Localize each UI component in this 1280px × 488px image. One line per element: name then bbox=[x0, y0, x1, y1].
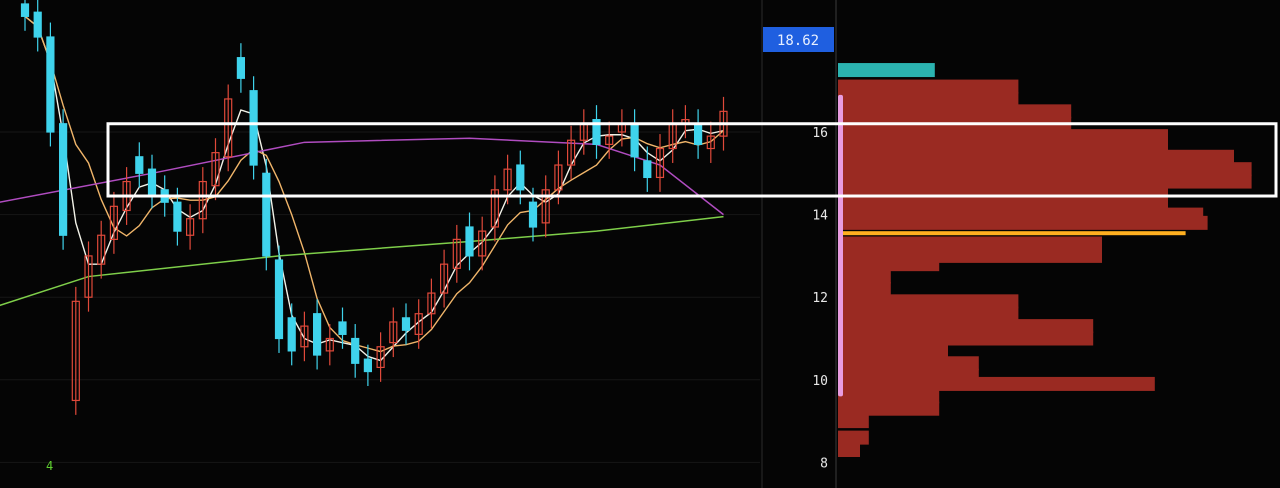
profile-bar bbox=[838, 306, 1019, 321]
profile-bar bbox=[838, 331, 1094, 346]
profile-bar bbox=[838, 63, 935, 78]
candle-up bbox=[503, 168, 512, 191]
candle-up bbox=[706, 135, 715, 150]
candle-down bbox=[249, 90, 258, 166]
profile-bar bbox=[838, 281, 891, 296]
candle-up bbox=[97, 234, 106, 265]
candle-up bbox=[566, 139, 576, 166]
candle-down bbox=[58, 123, 68, 236]
candle-up bbox=[490, 189, 499, 228]
profile-bar bbox=[838, 129, 1168, 144]
current-price-label: 18.62 bbox=[777, 33, 819, 49]
candle-down bbox=[274, 259, 284, 340]
profile-bar bbox=[838, 376, 1155, 391]
candle-down bbox=[630, 123, 639, 158]
candle-down bbox=[363, 358, 372, 373]
ma-mid-line bbox=[24, 15, 724, 353]
candle-up bbox=[211, 152, 220, 187]
candle-up bbox=[655, 147, 665, 179]
volume-profile bbox=[838, 63, 1252, 458]
highlight-zone-box bbox=[106, 122, 1278, 198]
profile-bar bbox=[838, 79, 1019, 94]
candle-down bbox=[338, 321, 347, 335]
candle-down bbox=[46, 36, 55, 133]
profile-bar bbox=[838, 257, 940, 272]
profile-bar bbox=[838, 215, 1208, 230]
candle-up bbox=[414, 313, 423, 335]
y-tick-label: 16 bbox=[812, 126, 828, 141]
profile-bar bbox=[838, 319, 1094, 334]
value-area-bar bbox=[838, 94, 843, 397]
candle-down bbox=[33, 11, 42, 38]
y-tick-label: 8 bbox=[820, 456, 828, 471]
poc-line bbox=[838, 231, 1186, 236]
profile-bar bbox=[838, 414, 869, 429]
candle-down bbox=[351, 337, 360, 364]
candle-up bbox=[186, 218, 195, 236]
candle-down bbox=[135, 156, 144, 174]
grid-lines bbox=[0, 131, 760, 463]
profile-bar bbox=[838, 162, 1252, 177]
ma-short-line bbox=[24, 15, 724, 362]
candle-down bbox=[20, 3, 30, 17]
y-tick-label: 12 bbox=[812, 291, 828, 306]
candle-down bbox=[516, 164, 525, 191]
profile-bar bbox=[838, 236, 1102, 251]
candle-up bbox=[84, 255, 93, 298]
profile-bar bbox=[838, 401, 940, 416]
profile-bar bbox=[838, 389, 940, 404]
profile-bar bbox=[838, 343, 948, 358]
candle-up bbox=[224, 98, 233, 158]
y-axis: 16 14 12 10 8 bbox=[812, 126, 828, 471]
profile-bar bbox=[838, 91, 1019, 106]
candle-down bbox=[262, 172, 271, 257]
y-tick-label: 14 bbox=[812, 209, 828, 224]
candle-down bbox=[401, 317, 411, 331]
candle-down bbox=[592, 119, 601, 145]
candle-down bbox=[147, 168, 157, 195]
ma-long-green-line bbox=[0, 215, 724, 307]
candle-down bbox=[173, 201, 182, 232]
candle-down bbox=[643, 160, 652, 179]
profile-bar bbox=[838, 294, 1019, 309]
candle-up bbox=[109, 205, 119, 240]
candle-up bbox=[427, 292, 436, 315]
profile-bar bbox=[838, 186, 1168, 201]
candle-up bbox=[605, 135, 614, 145]
candle-up bbox=[71, 300, 80, 402]
candle-up bbox=[198, 180, 207, 220]
profile-bar bbox=[838, 149, 1234, 164]
candle-up bbox=[389, 321, 398, 344]
candle-up bbox=[440, 263, 449, 294]
profile-bar bbox=[838, 104, 1072, 119]
profile-bar bbox=[838, 269, 891, 284]
candle-up bbox=[325, 337, 334, 352]
candle-down bbox=[313, 313, 322, 356]
candle-up bbox=[452, 238, 461, 269]
candle-up bbox=[300, 325, 309, 348]
candle-down bbox=[287, 317, 296, 352]
candles bbox=[20, 0, 728, 415]
candle-up bbox=[376, 346, 385, 369]
candle-down bbox=[693, 123, 703, 145]
profile-bar bbox=[838, 356, 979, 371]
profile-bar bbox=[838, 430, 869, 445]
candle-up bbox=[554, 164, 563, 191]
candle-down bbox=[528, 201, 538, 228]
y-tick-label: 10 bbox=[812, 374, 828, 389]
profile-bar bbox=[838, 443, 860, 458]
current-price-tag: 18.62 bbox=[763, 27, 834, 52]
period-marker: 4 bbox=[46, 459, 53, 473]
candle-down bbox=[236, 57, 245, 79]
candle-up bbox=[478, 230, 487, 257]
profile-bar bbox=[838, 174, 1252, 189]
candle-down bbox=[465, 226, 474, 257]
candle-up bbox=[541, 189, 550, 224]
